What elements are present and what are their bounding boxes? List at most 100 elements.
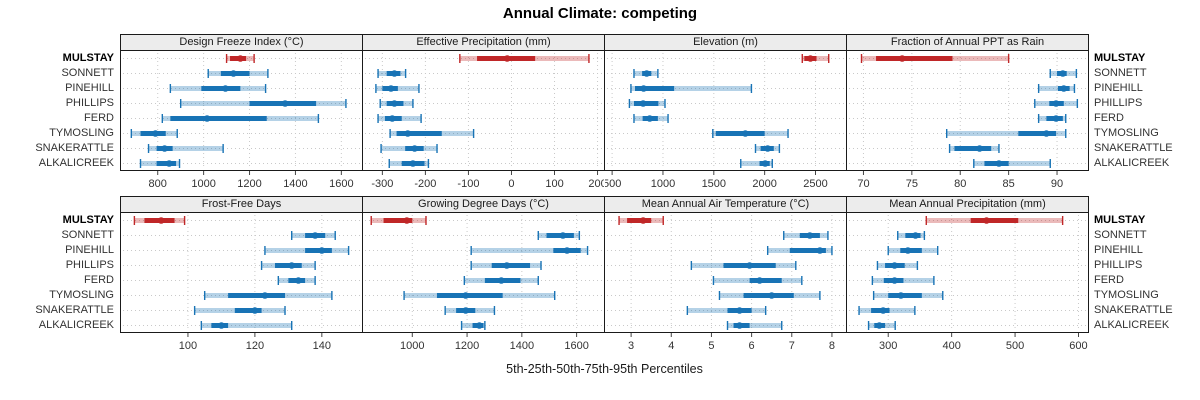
series-sonnett: [783, 231, 829, 240]
axis-effective-precipitation-mm: -300 -200 -100 0 100 200: [363, 171, 607, 193]
site-label-phillips-right-row0: PHILLIPS: [1094, 97, 1143, 109]
panel-canvas-frost-free-days: [123, 215, 360, 330]
series-tymosling: [712, 129, 789, 138]
series-pinehill: [1037, 84, 1076, 93]
panel-fraction-of-annual-ppt-as-rain: [846, 50, 1089, 171]
axis-growing-degree-days-c: 1000 1200 1400 1600: [363, 333, 604, 355]
tick-label: 500: [605, 178, 621, 190]
panel-frost-free-days: [120, 212, 363, 333]
panel-mean-annual-precipitation-mm: [846, 212, 1089, 333]
series-snakerattle: [380, 144, 438, 153]
series-pinehill: [264, 246, 350, 255]
tick-label: 140: [313, 340, 331, 352]
series-ferd: [377, 114, 422, 123]
series-pinehill: [470, 246, 589, 255]
axis-mean-annual-precipitation-mm: 300 400 500 600: [847, 333, 1088, 355]
panel-canvas-mean-annual-precipitation-mm: [849, 215, 1086, 330]
site-label-sonnett-left-row1: SONNETT: [61, 229, 114, 241]
series-mulstay: [618, 216, 664, 225]
series-ferd: [463, 276, 539, 285]
series-tymosling: [872, 291, 944, 300]
series-alkalicreek: [139, 159, 181, 168]
tick-label: 300: [879, 340, 897, 352]
site-label-alkalicreek-left-row0: ALKALICREEK: [38, 157, 114, 169]
series-snakerattle: [147, 144, 224, 153]
series-alkalicreek: [200, 321, 293, 330]
panel-mean-annual-air-temperature-c: [604, 212, 847, 333]
tick-label: 600: [1069, 340, 1087, 352]
site-label-mulstay-right-row0: MULSTAY: [1094, 52, 1146, 64]
panel-strip-design-freeze-index-c: Design Freeze Index (°C): [120, 34, 363, 51]
series-ferd: [633, 114, 669, 123]
tick-label: -100: [457, 178, 479, 190]
site-label-pinehill-left-row1: PINEHILL: [65, 244, 114, 256]
site-label-tymosling-left-row0: TYMOSLING: [49, 127, 114, 139]
tick-label: 500: [1006, 340, 1024, 352]
tick-label: 1600: [329, 178, 353, 190]
x-axis-caption: 5th-25th-50th-75th-95th Percentiles: [506, 362, 703, 376]
site-label-alkalicreek-left-row1: ALKALICREEK: [38, 319, 114, 331]
tick-label: 1000: [651, 178, 675, 190]
series-mulstay: [370, 216, 427, 225]
series-phillips: [470, 261, 542, 270]
tick-label: -200: [414, 178, 436, 190]
series-tymosling: [130, 129, 178, 138]
series-phillips: [179, 99, 347, 108]
tick-label: 90: [1051, 178, 1063, 190]
site-label-pinehill-right-row1: PINEHILL: [1094, 244, 1143, 256]
tick-label: 85: [1003, 178, 1015, 190]
site-label-phillips-right-row1: PHILLIPS: [1094, 259, 1143, 271]
panel-growing-degree-days-c: [362, 212, 605, 333]
tick-label: 3: [628, 340, 634, 352]
tick-label: 1200: [237, 178, 261, 190]
series-mulstay: [459, 54, 590, 63]
series-phillips: [1034, 99, 1079, 108]
axis-elevation-m: 500 1000 1500 2000 2500: [603, 171, 846, 193]
site-label-ferd-right-row0: FERD: [1094, 112, 1124, 124]
site-label-tymosling-right-row1: TYMOSLING: [1094, 289, 1159, 301]
series-mulstay: [225, 54, 255, 63]
axis-canvas-mean-annual-air-temperature-c: 3 4 5 6 7 8: [628, 333, 835, 352]
series-tymosling: [389, 129, 475, 138]
series-tymosling: [203, 291, 333, 300]
tick-label: 1000: [191, 178, 215, 190]
axis-canvas-elevation-m: 500 1000 1500 2000 2500: [603, 171, 828, 190]
site-label-mulstay-left-row0: MULSTAY: [62, 52, 114, 64]
site-label-pinehill-right-row0: PINEHILL: [1094, 82, 1143, 94]
series-phillips: [876, 261, 919, 270]
axis-design-freeze-index-c: 800 1000 1200 1400 1600: [121, 171, 362, 193]
series-mulstay: [133, 216, 186, 225]
tick-label: 1400: [510, 340, 534, 352]
site-label-sonnett-right-row1: SONNETT: [1094, 229, 1147, 241]
tick-label: -300: [371, 178, 393, 190]
tick-label: 80: [954, 178, 966, 190]
site-label-snakerattle-left-row0: SNAKERATTLE: [35, 142, 114, 154]
series-alkalicreek: [388, 159, 430, 168]
axis-canvas-fraction-of-annual-ppt-as-rain: 70 75 80 85 90: [857, 171, 1063, 190]
site-label-tymosling-left-row1: TYMOSLING: [49, 289, 114, 301]
gridlines: [607, 53, 844, 168]
panel-canvas-elevation-m: [607, 53, 844, 168]
tick-label: 800: [149, 178, 167, 190]
series-alkalicreek: [973, 159, 1051, 168]
panel-canvas-fraction-of-annual-ppt-as-rain: [849, 53, 1086, 168]
series-ferd: [161, 114, 320, 123]
tick-label: 100: [545, 178, 563, 190]
series-sonnett: [207, 69, 269, 78]
series-ferd: [871, 276, 935, 285]
axis-canvas-growing-degree-days-c: 1000 1200 1400 1600: [400, 333, 589, 352]
tick-label: 75: [906, 178, 918, 190]
tick-label: 400: [942, 340, 960, 352]
panel-effective-precipitation-mm: [362, 50, 605, 171]
series-alkalicreek: [460, 321, 486, 330]
series-snakerattle: [754, 144, 781, 153]
panel-canvas-effective-precipitation-mm: [365, 53, 602, 168]
panel-canvas-mean-annual-air-temperature-c: [607, 215, 844, 330]
series-tymosling: [945, 129, 1067, 138]
series-pinehill: [630, 84, 753, 93]
site-label-alkalicreek-right-row0: ALKALICREEK: [1094, 157, 1170, 169]
series-snakerattle: [686, 306, 767, 315]
series-pinehill: [887, 246, 939, 255]
series-alkalicreek: [726, 321, 783, 330]
axis-canvas-design-freeze-index-c: 800 1000 1200 1400 1600: [149, 171, 354, 190]
